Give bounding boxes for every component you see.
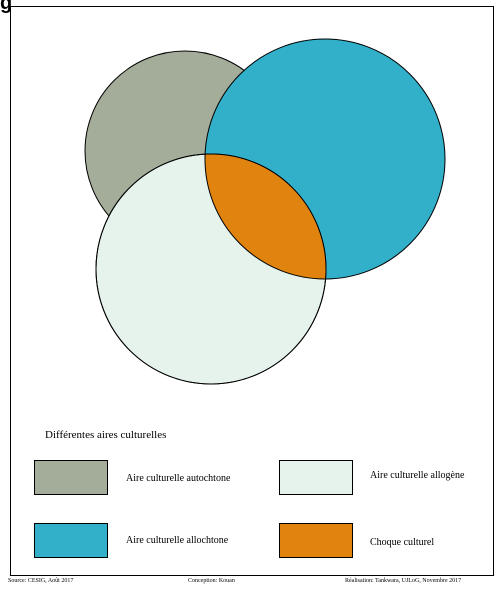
footer-conception: Conception: Kouan xyxy=(188,578,235,584)
legend-label-allogene: Aire culturelle allogène xyxy=(370,470,465,481)
legend-label-autochtone: Aire culturelle autochtone xyxy=(126,473,231,484)
header-fragment: g xyxy=(0,0,13,14)
footer-realisation: Réalisation: Tankwara, UJLoG, Novembre 2… xyxy=(345,578,462,584)
swatch-choque xyxy=(279,523,353,558)
swatch-allochtone xyxy=(34,523,108,558)
swatch-allogene xyxy=(279,460,353,495)
legend-title: Différentes aires culturelles xyxy=(45,429,167,441)
swatch-autochtone xyxy=(34,460,108,495)
footer-source: Source: CESIG, Août 2017 xyxy=(8,578,74,584)
legend-label-allochtone: Aire culturelle allochtone xyxy=(126,535,229,546)
legend-label-choque: Choque culturel xyxy=(370,537,435,548)
